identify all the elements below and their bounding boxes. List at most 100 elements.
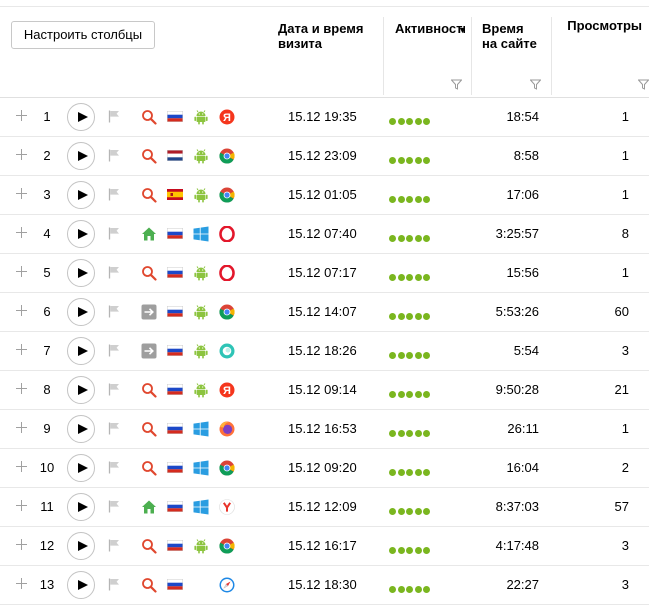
search-icon — [141, 187, 157, 203]
activity-indicator — [389, 269, 432, 284]
flag-icon[interactable] — [108, 188, 120, 204]
play-recording-button[interactable] — [67, 181, 95, 209]
table-row[interactable]: 5 15.12 07:17 15:56 1 — [0, 254, 649, 293]
time-on-site: 3:25:57 — [495, 226, 539, 241]
views-count: 1 — [621, 421, 629, 436]
chrome-icon — [219, 187, 235, 203]
table-row[interactable]: 12 15.12 16:17 4:17:48 3 — [0, 527, 649, 566]
column-divider — [551, 17, 552, 95]
arrow-right-icon — [141, 343, 157, 359]
android-icon — [193, 382, 209, 398]
table-row[interactable]: 9 15.12 16:53 26:11 1 — [0, 410, 649, 449]
russia-flag-icon — [167, 538, 183, 554]
configure-columns-button[interactable]: Настроить столбцы — [11, 21, 155, 49]
play-recording-button[interactable] — [67, 337, 95, 365]
play-recording-button[interactable] — [67, 415, 95, 443]
visit-datetime: 15.12 16:53 — [288, 421, 357, 436]
play-recording-button[interactable] — [67, 298, 95, 326]
play-recording-button[interactable] — [67, 220, 95, 248]
russia-flag-icon — [167, 421, 183, 437]
table-row[interactable]: 13 15.12 18:30 22:27 3 — [0, 566, 649, 605]
table-row[interactable]: 8 Я 15.12 09:14 9:50:28 21 — [0, 371, 649, 410]
play-recording-button[interactable] — [67, 142, 95, 170]
expand-row-icon[interactable] — [16, 539, 27, 550]
time-on-site: 9:50:28 — [495, 382, 539, 397]
expand-row-icon[interactable] — [16, 383, 27, 394]
filter-icon[interactable] — [530, 79, 541, 90]
views-count: 3 — [621, 343, 629, 358]
visit-datetime: 15.12 18:26 — [288, 343, 357, 358]
time-on-site: 8:37:03 — [495, 499, 539, 514]
time-on-site: 8:58 — [513, 148, 539, 163]
flag-icon[interactable] — [108, 539, 120, 555]
play-recording-button[interactable] — [67, 259, 95, 287]
yandex-y-icon — [219, 499, 235, 515]
flag-icon[interactable] — [108, 578, 120, 594]
column-header-time-on-site[interactable]: Время на сайте — [482, 21, 537, 51]
flag-icon[interactable] — [108, 422, 120, 438]
table-row[interactable]: 4 15.12 07:40 3:25:57 8 — [0, 215, 649, 254]
play-recording-button[interactable] — [67, 493, 95, 521]
table-row[interactable]: 1 Я 15.12 19:35 18:54 1 — [0, 98, 649, 137]
russia-flag-icon — [167, 382, 183, 398]
column-header-visit-datetime[interactable]: Дата и время визита — [278, 21, 364, 51]
android-icon — [193, 187, 209, 203]
filter-icon[interactable] — [638, 79, 649, 90]
android-icon — [193, 538, 209, 554]
firefox-icon — [219, 421, 235, 437]
svg-text:Я: Я — [223, 385, 231, 397]
flag-icon[interactable] — [108, 149, 120, 165]
flag-icon[interactable] — [108, 110, 120, 126]
russia-flag-icon — [167, 343, 183, 359]
expand-row-icon[interactable] — [16, 227, 27, 238]
expand-row-icon[interactable] — [16, 461, 27, 472]
expand-row-icon[interactable] — [16, 149, 27, 160]
play-recording-button[interactable] — [67, 103, 95, 131]
play-recording-button[interactable] — [67, 454, 95, 482]
table-row[interactable]: 6 15.12 14:07 5:53:26 60 — [0, 293, 649, 332]
flag-icon[interactable] — [108, 500, 120, 516]
sort-desc-icon[interactable]: ▼ — [458, 25, 467, 35]
play-recording-button[interactable] — [67, 532, 95, 560]
expand-row-icon[interactable] — [16, 188, 27, 199]
android-icon — [193, 109, 209, 125]
activity-indicator — [389, 308, 432, 323]
table-row[interactable]: 2 15.12 23:09 8:58 1 — [0, 137, 649, 176]
expand-row-icon[interactable] — [16, 266, 27, 277]
search-icon — [141, 421, 157, 437]
play-recording-button[interactable] — [67, 571, 95, 599]
views-count: 3 — [621, 577, 629, 592]
expand-row-icon[interactable] — [16, 305, 27, 316]
teal-browser-icon — [219, 343, 235, 359]
flag-icon[interactable] — [108, 266, 120, 282]
expand-row-icon[interactable] — [16, 578, 27, 589]
expand-row-icon[interactable] — [16, 344, 27, 355]
activity-indicator — [389, 113, 432, 128]
flag-icon[interactable] — [108, 344, 120, 360]
row-number: 11 — [40, 499, 54, 514]
russia-flag-icon — [167, 577, 183, 593]
flag-icon[interactable] — [108, 461, 120, 477]
expand-row-icon[interactable] — [16, 110, 27, 121]
play-recording-button[interactable] — [67, 376, 95, 404]
netherlands-flag-icon — [167, 148, 183, 164]
filter-icon[interactable] — [451, 79, 462, 90]
activity-indicator — [389, 581, 432, 596]
column-header-views[interactable]: Просмотры — [567, 18, 642, 33]
visit-datetime: 15.12 01:05 — [288, 187, 357, 202]
flag-icon[interactable] — [108, 305, 120, 321]
expand-row-icon[interactable] — [16, 500, 27, 511]
activity-indicator — [389, 503, 432, 518]
table-row[interactable]: 3 15.12 01:05 17:06 1 — [0, 176, 649, 215]
column-header-activity[interactable]: Активность — [395, 21, 465, 36]
table-row[interactable]: 11 15.12 12:09 8:37:03 57 — [0, 488, 649, 527]
flag-icon[interactable] — [108, 227, 120, 243]
activity-indicator — [389, 191, 432, 206]
time-on-site: 5:53:26 — [495, 304, 539, 319]
activity-indicator — [389, 425, 432, 440]
table-row[interactable]: 10 15.12 09:20 16:04 2 — [0, 449, 649, 488]
time-on-site: 17:06 — [506, 187, 539, 202]
table-row[interactable]: 7 15.12 18:26 5:54 3 — [0, 332, 649, 371]
expand-row-icon[interactable] — [16, 422, 27, 433]
flag-icon[interactable] — [108, 383, 120, 399]
